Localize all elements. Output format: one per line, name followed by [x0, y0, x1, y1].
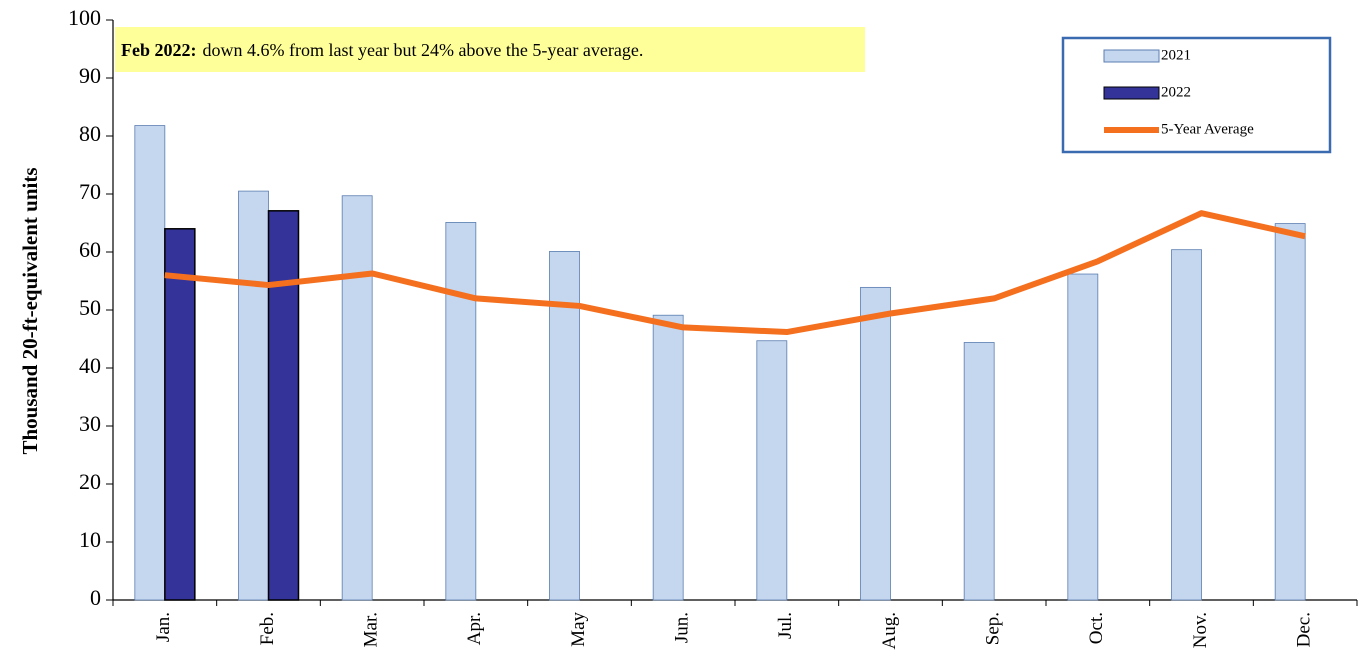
bar — [1067, 273, 1099, 601]
bar — [267, 210, 300, 601]
annotation-bold: Feb 2022: — [121, 40, 197, 60]
x-tick-label: Jun. — [672, 612, 693, 643]
y-tick-label: 30 — [79, 411, 101, 436]
bar — [238, 190, 269, 601]
bar — [1274, 223, 1306, 601]
bar — [341, 195, 373, 601]
bar — [164, 228, 196, 601]
y-tick-label: 0 — [90, 585, 101, 610]
annotation-text: down 4.6% from last year but 24% above t… — [203, 40, 644, 60]
x-tick-label: Oct. — [1086, 612, 1107, 644]
x-tick-label: Apr. — [464, 612, 485, 645]
x-tick-label: Jan. — [153, 612, 174, 642]
x-tick-label: May — [568, 612, 589, 647]
y-axis-label: Thousand 20-ft-equivalent units — [18, 167, 42, 454]
x-tick-label: Aug. — [879, 612, 900, 649]
line — [164, 210, 1306, 336]
x-tick-label: Sep. — [983, 612, 1004, 645]
bar — [445, 222, 477, 601]
x-tick-label: Dec. — [1294, 612, 1315, 647]
bar — [549, 251, 580, 601]
bar — [134, 125, 166, 601]
bar — [860, 286, 891, 601]
y-tick-label: 10 — [79, 527, 101, 552]
legend-label: 5-Year Average — [1161, 121, 1254, 137]
annotation-box — [115, 27, 865, 72]
bar — [652, 314, 684, 601]
y-tick-label: 60 — [79, 237, 101, 262]
bar — [756, 340, 788, 601]
y-tick-label: 90 — [79, 63, 101, 88]
x-tick-label: Jul. — [775, 612, 796, 639]
y-tick-label: 70 — [79, 179, 101, 204]
y-tick-label: 20 — [79, 469, 101, 494]
x-tick-label: Mar. — [361, 612, 382, 647]
y-tick-label: 80 — [79, 121, 101, 146]
y-tick-label: 40 — [79, 353, 101, 378]
legend-swatch — [1103, 86, 1160, 100]
y-tick-label: 100 — [68, 5, 101, 30]
legend-label: 2021 — [1161, 47, 1191, 63]
bar — [1171, 249, 1202, 601]
y-tick-label: 50 — [79, 295, 101, 320]
x-tick-label: Nov. — [1190, 612, 1211, 648]
bar — [963, 342, 995, 601]
legend-swatch — [1103, 49, 1160, 63]
x-tick-label: Feb. — [257, 612, 278, 645]
annotation: Feb 2022: down 4.6% from last year but 24… — [121, 40, 643, 60]
legend-label: 2022 — [1161, 84, 1191, 100]
